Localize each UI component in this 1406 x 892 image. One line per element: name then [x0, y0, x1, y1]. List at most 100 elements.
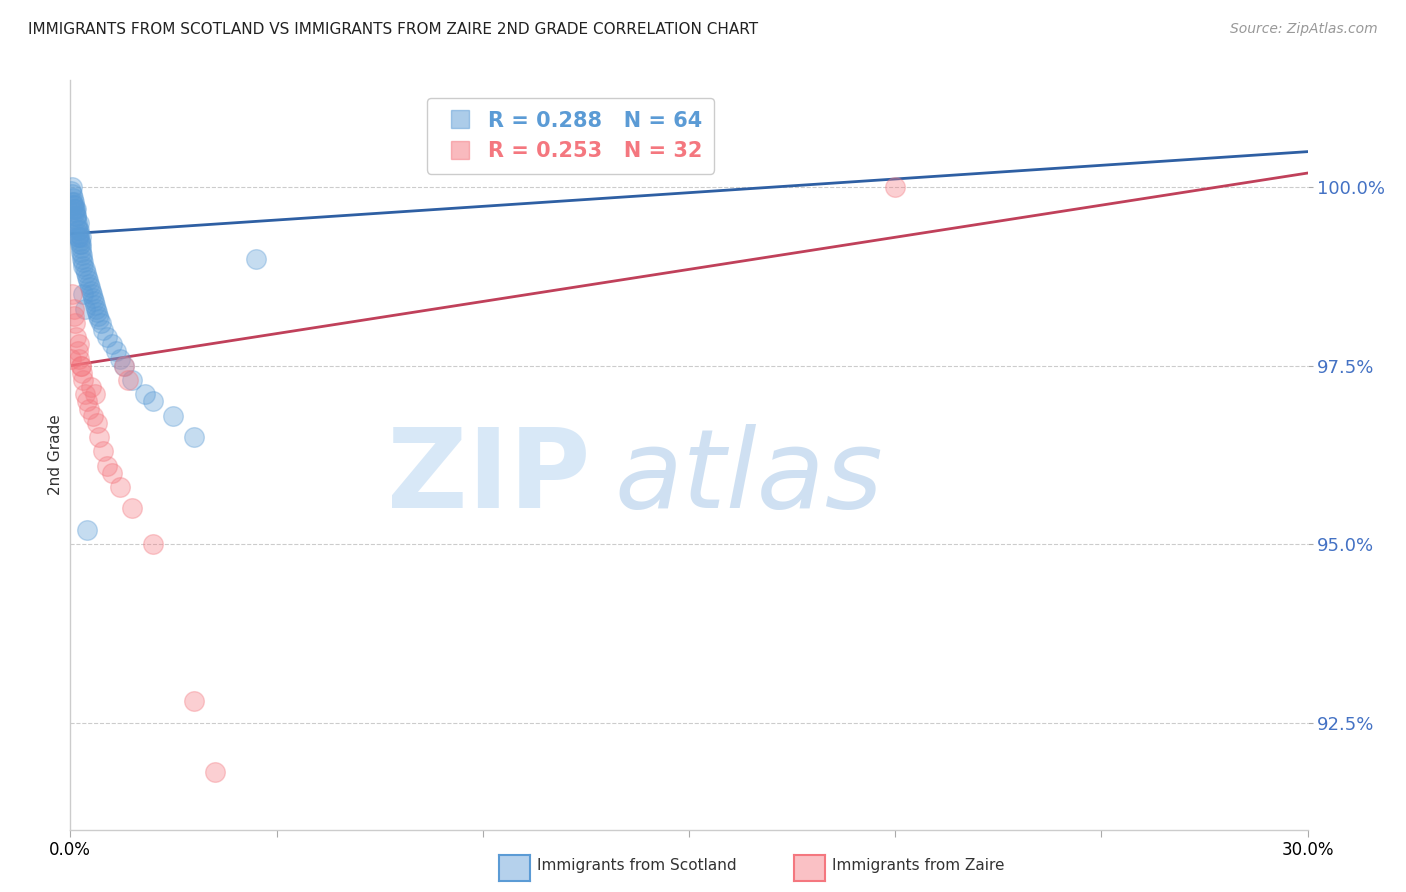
- Point: [63, 202, 86, 216]
- Point: [76, 523, 98, 537]
- Point: [69, 234, 91, 248]
- Point: [67, 230, 90, 244]
- Point: [65, 209, 87, 223]
- Point: [70, 366, 93, 380]
- Text: Immigrants from Zaire: Immigrants from Zaire: [832, 858, 1005, 872]
- Point: [76, 394, 98, 409]
- Point: [84, 301, 107, 316]
- Text: ZIP: ZIP: [387, 424, 591, 531]
- Point: [60, 351, 83, 366]
- Point: [67, 351, 90, 366]
- Point: [108, 351, 131, 366]
- Point: [117, 373, 139, 387]
- Point: [62, 301, 84, 316]
- Point: [121, 501, 143, 516]
- Point: [142, 394, 165, 409]
- Point: [69, 359, 91, 373]
- Text: Source: ZipAtlas.com: Source: ZipAtlas.com: [1230, 22, 1378, 37]
- Point: [79, 280, 101, 294]
- Text: IMMIGRANTS FROM SCOTLAND VS IMMIGRANTS FROM ZAIRE 2ND GRADE CORRELATION CHART: IMMIGRANTS FROM SCOTLAND VS IMMIGRANTS F…: [28, 22, 758, 37]
- Point: [89, 430, 111, 444]
- Point: [66, 219, 89, 234]
- Point: [83, 294, 105, 309]
- Point: [65, 212, 87, 227]
- Point: [76, 269, 98, 284]
- Point: [884, 180, 907, 194]
- Point: [104, 344, 127, 359]
- Point: [62, 198, 84, 212]
- Point: [80, 380, 103, 394]
- Point: [69, 230, 91, 244]
- Point: [134, 387, 156, 401]
- Point: [245, 252, 267, 266]
- Point: [67, 216, 90, 230]
- Point: [100, 337, 122, 351]
- Point: [63, 194, 86, 209]
- Point: [183, 694, 205, 708]
- Point: [82, 409, 104, 423]
- Point: [73, 387, 96, 401]
- Point: [89, 312, 111, 326]
- Point: [84, 298, 107, 312]
- Point: [69, 237, 91, 252]
- Point: [66, 216, 89, 230]
- Point: [60, 187, 83, 202]
- Point: [86, 416, 108, 430]
- Point: [108, 480, 131, 494]
- Point: [72, 373, 94, 387]
- Point: [65, 316, 87, 330]
- Point: [96, 458, 118, 473]
- Point: [204, 765, 226, 780]
- Point: [90, 316, 112, 330]
- Point: [65, 330, 87, 344]
- Point: [142, 537, 165, 551]
- Point: [91, 323, 114, 337]
- Point: [112, 359, 135, 373]
- Point: [70, 248, 93, 262]
- Point: [60, 184, 83, 198]
- Point: [62, 202, 84, 216]
- Point: [121, 373, 143, 387]
- Point: [112, 359, 135, 373]
- Point: [100, 466, 122, 480]
- Point: [91, 444, 114, 458]
- Point: [96, 330, 118, 344]
- Point: [77, 401, 100, 416]
- Point: [66, 223, 89, 237]
- Point: [67, 223, 90, 237]
- Y-axis label: 2nd Grade: 2nd Grade: [48, 415, 63, 495]
- Point: [87, 309, 110, 323]
- Point: [72, 259, 94, 273]
- Point: [60, 194, 83, 209]
- Point: [70, 241, 93, 255]
- Point: [82, 291, 104, 305]
- Point: [67, 230, 90, 244]
- Point: [162, 409, 184, 423]
- Point: [75, 266, 97, 280]
- Point: [86, 305, 108, 319]
- Point: [70, 244, 93, 259]
- Point: [72, 287, 94, 301]
- Point: [65, 202, 87, 216]
- Point: [76, 273, 98, 287]
- Point: [62, 191, 84, 205]
- Point: [72, 255, 94, 269]
- Point: [65, 205, 87, 219]
- Point: [63, 309, 86, 323]
- Point: [80, 287, 103, 301]
- Point: [69, 359, 91, 373]
- Point: [65, 209, 87, 223]
- Point: [60, 180, 83, 194]
- Point: [72, 252, 94, 266]
- Point: [63, 198, 86, 212]
- Point: [73, 262, 96, 277]
- Text: Immigrants from Scotland: Immigrants from Scotland: [537, 858, 737, 872]
- Text: atlas: atlas: [614, 424, 883, 531]
- Point: [73, 301, 96, 316]
- Point: [66, 344, 89, 359]
- Legend: R = 0.288   N = 64, R = 0.253   N = 32: R = 0.288 N = 64, R = 0.253 N = 32: [427, 98, 714, 174]
- Point: [84, 387, 107, 401]
- Point: [183, 430, 205, 444]
- Point: [67, 227, 90, 241]
- Point: [80, 284, 103, 298]
